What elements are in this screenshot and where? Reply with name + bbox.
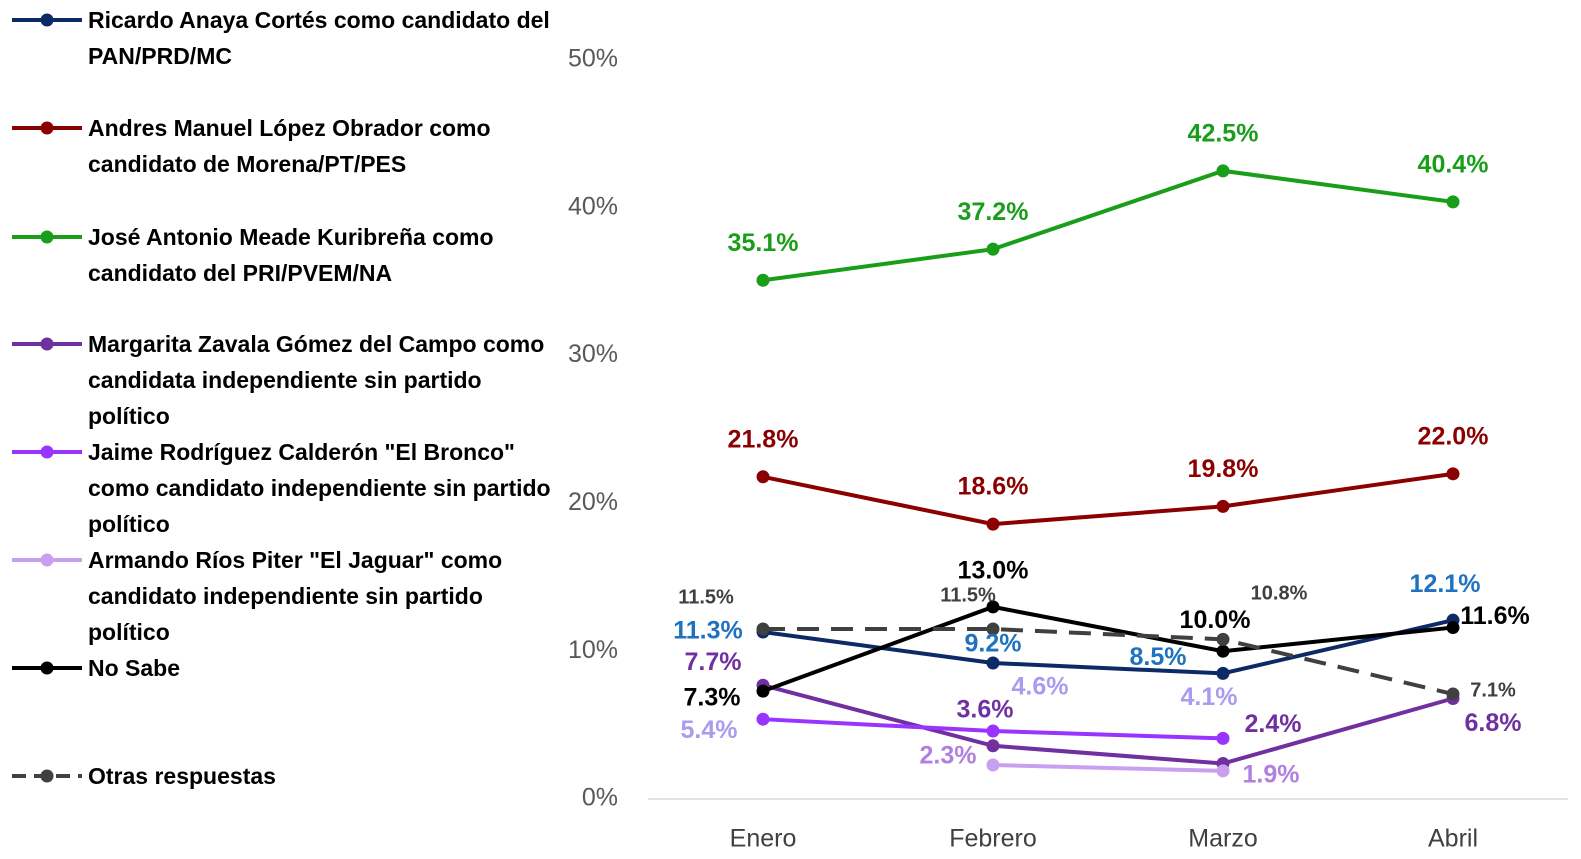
legend-entry: Armando Ríos Piter "El Jaguar" como cand… bbox=[88, 547, 503, 645]
legend-entry: Otras respuestas bbox=[88, 763, 276, 789]
data-label: 21.8% bbox=[728, 425, 799, 453]
point bbox=[756, 622, 770, 636]
data-label: 19.8% bbox=[1188, 455, 1259, 483]
data-label: 42.5% bbox=[1188, 119, 1259, 147]
data-label: 11.5% bbox=[940, 584, 996, 606]
x-tick-label: Abril bbox=[1428, 825, 1478, 853]
point bbox=[986, 656, 1000, 670]
point bbox=[986, 517, 1000, 531]
point bbox=[1446, 687, 1460, 701]
point bbox=[986, 242, 1000, 256]
series-line bbox=[992, 763, 1224, 773]
point bbox=[986, 600, 1000, 614]
point bbox=[1446, 621, 1460, 635]
legend-entry: Andres Manuel López Obrador como candida… bbox=[88, 115, 491, 177]
data-label: 22.0% bbox=[1418, 422, 1489, 450]
legend-marker bbox=[40, 661, 54, 675]
point bbox=[1216, 731, 1230, 745]
point bbox=[986, 739, 1000, 753]
point bbox=[1216, 164, 1230, 178]
legend-marker bbox=[40, 769, 54, 783]
point bbox=[756, 712, 770, 726]
data-label: 13.0% bbox=[958, 556, 1029, 584]
data-label: 7.1% bbox=[1470, 679, 1516, 701]
point bbox=[756, 470, 770, 484]
y-tick-label: 40% bbox=[568, 192, 618, 220]
point bbox=[1446, 195, 1460, 209]
point bbox=[1216, 764, 1230, 778]
data-label: 11.5% bbox=[678, 586, 734, 608]
data-label: 9.2% bbox=[965, 630, 1022, 658]
legend-marker bbox=[40, 13, 54, 27]
data-label: 8.5% bbox=[1130, 643, 1187, 671]
point bbox=[986, 758, 1000, 772]
legend-entry: José Antonio Meade Kuribreña como candid… bbox=[88, 224, 494, 286]
data-label: 6.8% bbox=[1465, 709, 1522, 737]
y-tick-label: 10% bbox=[568, 636, 618, 664]
data-label: 4.6% bbox=[1012, 673, 1069, 701]
data-label: 5.4% bbox=[681, 716, 738, 744]
data-label: 40.4% bbox=[1418, 150, 1489, 178]
legend-marker bbox=[40, 445, 54, 459]
x-tick-label: Enero bbox=[730, 825, 797, 853]
point bbox=[1216, 644, 1230, 658]
series-line bbox=[763, 627, 1454, 697]
data-label: 35.1% bbox=[728, 229, 799, 257]
series-line bbox=[762, 604, 1454, 693]
data-label: 37.2% bbox=[958, 198, 1029, 226]
legend-marker bbox=[40, 121, 54, 135]
data-label: 1.9% bbox=[1243, 761, 1300, 789]
data-label: 3.6% bbox=[957, 695, 1014, 723]
y-tick-label: 50% bbox=[568, 45, 618, 73]
series-line bbox=[762, 683, 1454, 766]
data-label: 11.3% bbox=[673, 617, 743, 645]
data-label: 11.6% bbox=[1460, 602, 1530, 630]
y-tick-label: 20% bbox=[568, 488, 618, 516]
point bbox=[756, 273, 770, 287]
point bbox=[1446, 467, 1460, 481]
x-tick-label: Marzo bbox=[1188, 825, 1257, 853]
data-label: 10.8% bbox=[1251, 583, 1308, 605]
data-label: 2.4% bbox=[1245, 710, 1302, 738]
x-tick-label: Febrero bbox=[949, 825, 1037, 853]
legend-entry: Jaime Rodríguez Calderón "El Bronco" com… bbox=[88, 439, 551, 537]
data-label: 2.3% bbox=[920, 742, 977, 770]
point bbox=[1216, 499, 1230, 513]
point bbox=[1216, 666, 1230, 680]
legend-entry: Margarita Zavala Gómez del Campo como ca… bbox=[88, 331, 545, 429]
point bbox=[986, 622, 1000, 636]
legend-marker bbox=[40, 337, 54, 351]
y-tick-label: 30% bbox=[568, 340, 618, 368]
data-label: 4.1% bbox=[1181, 683, 1238, 711]
data-label: 7.3% bbox=[684, 684, 741, 712]
data-label: 18.6% bbox=[958, 473, 1029, 501]
data-label: 10.0% bbox=[1180, 606, 1251, 634]
legend-marker bbox=[40, 553, 54, 567]
point bbox=[1216, 632, 1230, 646]
data-label: 7.7% bbox=[685, 648, 742, 676]
series-line bbox=[762, 168, 1454, 283]
point bbox=[756, 684, 770, 698]
data-label: 12.1% bbox=[1410, 570, 1481, 598]
legend-marker bbox=[40, 230, 54, 244]
legend-entry: No Sabe bbox=[88, 655, 181, 681]
point bbox=[986, 724, 1000, 738]
y-tick-label: 0% bbox=[582, 784, 618, 812]
legend-entry: Ricardo Anaya Cortés como candidato del … bbox=[88, 7, 550, 69]
series-line bbox=[762, 471, 1454, 527]
